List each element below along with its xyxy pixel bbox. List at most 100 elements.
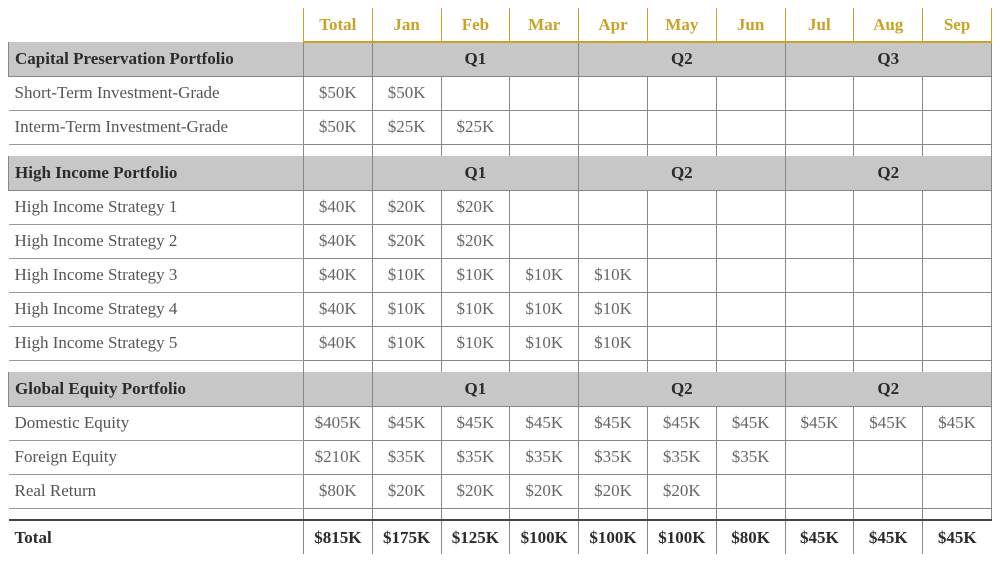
data-cell: $45K — [372, 406, 441, 440]
data-cell — [647, 224, 716, 258]
total-cell: $175K — [372, 520, 441, 554]
table-row: Interm-Term Investment-Grade$50K$25K$25K — [9, 110, 992, 144]
data-cell: $80K — [303, 474, 372, 508]
data-cell: $35K — [716, 440, 785, 474]
quarter-label: Q1 — [372, 156, 578, 190]
data-cell: $40K — [303, 326, 372, 360]
row-label: High Income Strategy 1 — [9, 190, 304, 224]
data-cell — [716, 190, 785, 224]
data-cell — [647, 258, 716, 292]
data-cell — [785, 326, 854, 360]
portfolio-table: TotalJanFebMarAprMayJunJulAugSepCapital … — [8, 8, 992, 554]
data-cell: $25K — [372, 110, 441, 144]
data-cell — [854, 474, 923, 508]
col-header: Sep — [923, 8, 992, 42]
data-cell — [716, 474, 785, 508]
data-cell — [647, 76, 716, 110]
data-cell: $20K — [441, 224, 510, 258]
data-cell: $45K — [579, 406, 648, 440]
data-cell — [785, 258, 854, 292]
data-cell: $50K — [372, 76, 441, 110]
data-cell — [647, 292, 716, 326]
spacer-row — [9, 360, 992, 372]
data-cell — [579, 190, 648, 224]
row-label: Real Return — [9, 474, 304, 508]
data-cell: $405K — [303, 406, 372, 440]
data-cell: $10K — [372, 258, 441, 292]
data-cell: $35K — [441, 440, 510, 474]
data-cell: $10K — [441, 292, 510, 326]
data-cell — [579, 224, 648, 258]
data-cell: $45K — [785, 406, 854, 440]
total-cell: $45K — [923, 520, 992, 554]
data-cell — [716, 224, 785, 258]
col-header: Jun — [716, 8, 785, 42]
total-label: Total — [9, 520, 304, 554]
section-row: High Income PortfolioQ1Q2Q2 — [9, 156, 992, 190]
data-cell — [854, 326, 923, 360]
header-row: TotalJanFebMarAprMayJunJulAugSep — [9, 8, 992, 42]
quarter-label: Q3 — [785, 42, 992, 76]
data-cell — [716, 110, 785, 144]
data-cell — [854, 292, 923, 326]
data-cell: $35K — [372, 440, 441, 474]
table-row: High Income Strategy 2$40K$20K$20K — [9, 224, 992, 258]
data-cell: $20K — [372, 474, 441, 508]
row-label: High Income Strategy 2 — [9, 224, 304, 258]
section-row: Global Equity PortfolioQ1Q2Q2 — [9, 372, 992, 406]
total-cell: $100K — [647, 520, 716, 554]
data-cell — [716, 326, 785, 360]
quarter-label: Q2 — [579, 42, 785, 76]
data-cell: $40K — [303, 224, 372, 258]
data-cell — [510, 110, 579, 144]
row-label: Short-Term Investment-Grade — [9, 76, 304, 110]
data-cell: $40K — [303, 292, 372, 326]
total-cell: $815K — [303, 520, 372, 554]
data-cell — [785, 440, 854, 474]
spacer-row — [9, 144, 992, 156]
data-cell — [923, 110, 992, 144]
row-label: Foreign Equity — [9, 440, 304, 474]
section-title: Global Equity Portfolio — [9, 372, 304, 406]
quarter-label: Q2 — [579, 156, 785, 190]
data-cell — [510, 190, 579, 224]
data-cell: $10K — [441, 326, 510, 360]
data-cell: $10K — [579, 326, 648, 360]
quarter-label: Q2 — [785, 372, 992, 406]
data-cell: $35K — [647, 440, 716, 474]
data-cell — [441, 76, 510, 110]
data-cell: $10K — [579, 292, 648, 326]
total-cell: $100K — [510, 520, 579, 554]
data-cell: $45K — [647, 406, 716, 440]
data-cell — [510, 76, 579, 110]
data-cell — [716, 76, 785, 110]
section-total-cell — [303, 156, 372, 190]
col-header: Apr — [579, 8, 648, 42]
data-cell: $40K — [303, 258, 372, 292]
data-cell: $10K — [510, 258, 579, 292]
section-title: Capital Preservation Portfolio — [9, 42, 304, 76]
data-cell — [923, 292, 992, 326]
table-row: High Income Strategy 4$40K$10K$10K$10K$1… — [9, 292, 992, 326]
data-cell: $50K — [303, 76, 372, 110]
quarter-label: Q1 — [372, 42, 578, 76]
table-row: Domestic Equity$405K$45K$45K$45K$45K$45K… — [9, 406, 992, 440]
data-cell — [785, 76, 854, 110]
data-cell: $40K — [303, 190, 372, 224]
quarter-label: Q2 — [579, 372, 785, 406]
col-header: Jan — [372, 8, 441, 42]
data-cell — [854, 76, 923, 110]
data-cell — [647, 326, 716, 360]
data-cell: $10K — [510, 292, 579, 326]
data-cell — [923, 76, 992, 110]
data-cell — [854, 190, 923, 224]
data-cell — [854, 110, 923, 144]
col-header: Mar — [510, 8, 579, 42]
data-cell: $35K — [510, 440, 579, 474]
data-cell: $20K — [510, 474, 579, 508]
data-cell: $50K — [303, 110, 372, 144]
data-cell: $10K — [372, 326, 441, 360]
data-cell — [579, 110, 648, 144]
section-total-cell — [303, 372, 372, 406]
data-cell — [785, 224, 854, 258]
